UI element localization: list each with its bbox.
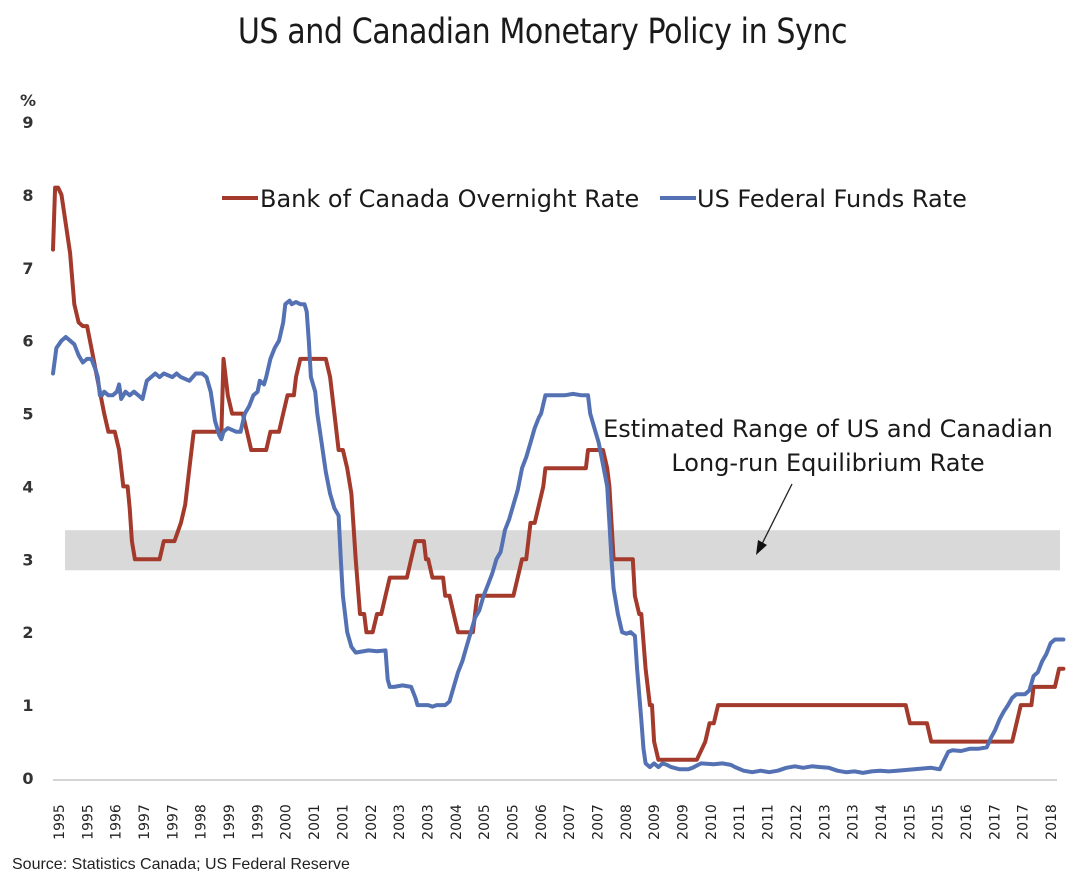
y-tick-label: 1	[22, 696, 33, 715]
x-tick-label: 2017	[1016, 804, 1032, 840]
x-tick-label: 2006	[534, 804, 550, 840]
legend: Bank of Canada Overnight Rate US Federal …	[222, 185, 967, 213]
annotation-arrowhead-icon	[756, 540, 767, 555]
annotation-arrow-shaft	[761, 483, 793, 545]
x-tick-label: 1997	[165, 804, 181, 840]
annotation-text-line-2: Long-run Equilibrium Rate	[671, 449, 984, 477]
x-tick-label: 2001	[335, 804, 351, 840]
x-tick-label: 2009	[676, 804, 692, 840]
x-tick-label: 2018	[1044, 804, 1060, 840]
x-tick-label: 2013	[846, 804, 862, 840]
x-tick-label: 2003	[392, 804, 408, 840]
x-tick-label: 1998	[194, 804, 210, 840]
axes: % 0 1 2 3 4 5 6 7 8 9 1995 1995 1996 1997 1997 1998 1999 1…	[20, 91, 1060, 840]
y-tick-label: 3	[22, 550, 33, 569]
series-line-bank-of-canada	[51, 185, 1066, 762]
y-tick-label: 9	[22, 113, 33, 132]
x-tick-label: 2007	[591, 804, 607, 840]
chart-title: US and Canadian Monetary Policy in Sync	[237, 12, 848, 52]
y-tick-label: 5	[22, 405, 33, 424]
y-tick-label: 8	[22, 186, 33, 205]
x-tick-label: 2012	[789, 804, 805, 840]
x-tick-label: 2015	[902, 804, 918, 840]
x-tick-label: 2010	[704, 804, 720, 840]
x-tick-label: 2007	[562, 804, 578, 840]
legend-label: Bank of Canada Overnight Rate	[260, 185, 639, 213]
equilibrium-band-layer	[65, 530, 1060, 571]
x-tick-label: 1997	[137, 804, 153, 840]
y-tick-label: 0	[22, 769, 33, 788]
x-tick-label: 2014	[874, 804, 890, 840]
x-tick-label: 2013	[817, 804, 833, 840]
x-tick-label: 2009	[647, 804, 663, 840]
x-tick-label: 1996	[109, 804, 125, 840]
annotation: Estimated Range of US and Canadian Long-r…	[603, 415, 1053, 555]
x-tick-label: 2017	[987, 804, 1003, 840]
y-tick-label: 2	[22, 623, 33, 642]
x-tick-label: 2011	[761, 804, 777, 840]
x-tick-label: 2001	[307, 804, 323, 840]
x-tick-label: 1999	[250, 804, 266, 840]
y-tick-label: 7	[22, 259, 33, 278]
x-tick-label: 2002	[364, 804, 380, 840]
x-tick-label: 2005	[477, 804, 493, 840]
x-tick-label: 1995	[52, 804, 68, 840]
source-note: Source: Statistics Canada; US Federal Re…	[12, 856, 350, 873]
x-tick-label: 1995	[80, 804, 96, 840]
legend-label: US Federal Funds Rate	[697, 185, 967, 213]
y-tick-label: 4	[22, 477, 33, 496]
series-layer	[51, 185, 1066, 775]
x-tick-label: 1999	[222, 804, 238, 840]
x-tick-label: 2004	[449, 804, 465, 840]
y-axis-unit-label: %	[20, 91, 36, 110]
equilibrium-band	[65, 530, 1060, 571]
x-tick-label: 2015	[931, 804, 947, 840]
x-tick-label: 2016	[959, 804, 975, 840]
annotation-text-line-1: Estimated Range of US and Canadian	[603, 415, 1053, 443]
x-tick-label: 2000	[279, 804, 295, 840]
x-tick-label: 2005	[505, 804, 521, 840]
x-tick-label: 2003	[420, 804, 436, 840]
series-line-us-fed-funds	[51, 298, 1066, 775]
x-tick-label: 2008	[619, 804, 635, 840]
x-tick-label: 2011	[732, 804, 748, 840]
y-tick-label: 6	[22, 332, 33, 351]
